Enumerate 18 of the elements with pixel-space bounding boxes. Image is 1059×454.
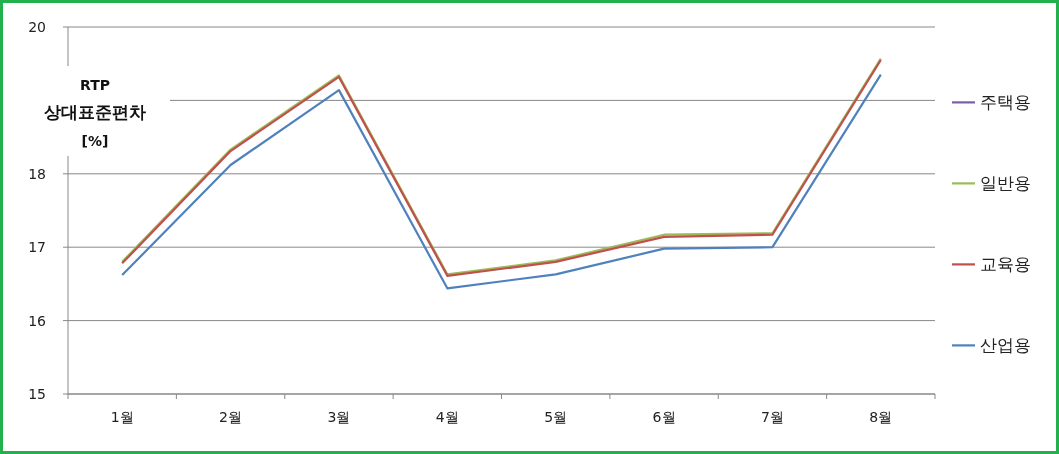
y-tick-label: 16 [28, 312, 47, 329]
x-tick-label: 7월 [760, 409, 784, 425]
y-tick-label: 20 [28, 19, 46, 35]
x-tick-label: 2월 [219, 409, 243, 425]
legend-label: 교육용 [980, 254, 1031, 275]
legend-label: 산업용 [980, 335, 1031, 356]
y-tick-label: 17 [28, 239, 46, 256]
legend-label: 일반용 [980, 173, 1031, 194]
y-tick-label: 18 [28, 165, 46, 182]
x-tick-label: 5월 [544, 409, 568, 425]
x-tick-label: 6월 [652, 409, 676, 425]
x-tick-label: 3월 [327, 409, 351, 425]
legend-label: 주택용 [980, 92, 1031, 113]
x-tick-label: 1월 [110, 409, 134, 425]
y-tick-label: 15 [28, 386, 46, 402]
x-tick-label: 4월 [435, 409, 459, 425]
y-axis-title: RTP 상대표준편차 [%] [44, 77, 146, 149]
x-tick-label: 8월 [869, 409, 893, 425]
